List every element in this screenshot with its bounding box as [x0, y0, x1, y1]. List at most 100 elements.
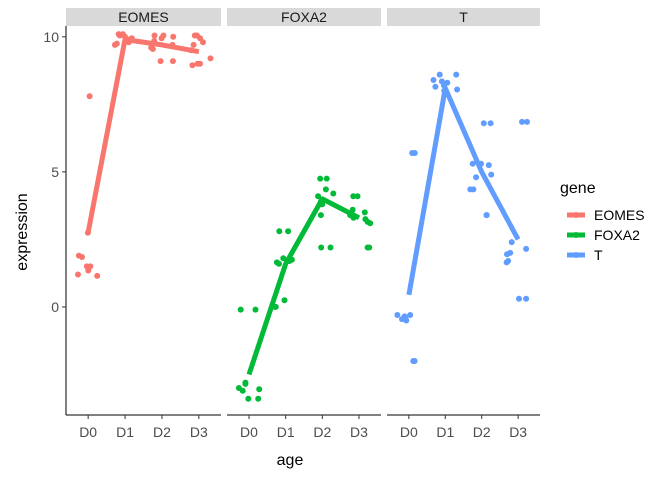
data-point [317, 175, 324, 182]
data-point [454, 86, 461, 93]
data-point [157, 58, 164, 65]
data-point [113, 40, 120, 47]
data-point [280, 255, 287, 262]
x-tick-label: D3 [509, 424, 527, 440]
strip-label: FOXA2 [281, 9, 327, 25]
data-point [281, 297, 288, 304]
data-point [115, 31, 122, 38]
strip-background [387, 8, 540, 26]
panel-foxa2: FOXA2 D0 D1 D2 D3 [227, 8, 381, 440]
x-tick-label: D2 [473, 424, 491, 440]
data-point [256, 386, 263, 393]
data-point [75, 271, 81, 278]
data-point [318, 244, 325, 251]
data-point [524, 118, 530, 125]
facet-panels: EOMES D0 D1 D2 D3 FOXA2 D0 D1 D2 D3 T D0 D1 D2 D3 [65, 8, 540, 440]
data-point [86, 93, 93, 100]
data-point [87, 263, 94, 270]
data-point [394, 312, 401, 318]
data-point [470, 186, 477, 193]
data-point [237, 306, 244, 313]
legend-label-foxa2: FOXA2 [594, 227, 640, 243]
data-point [276, 228, 283, 235]
data-point [403, 317, 410, 324]
data-point [317, 212, 324, 219]
data-point [276, 260, 282, 267]
data-point [242, 380, 249, 387]
data-point [485, 162, 492, 169]
legend-title: gene [560, 180, 596, 197]
data-point [409, 150, 416, 156]
data-point [469, 160, 476, 167]
series-line-foxa2 [246, 196, 361, 376]
x-axis-title: age [277, 452, 304, 469]
data-point [480, 120, 487, 127]
data-point [354, 193, 361, 200]
data-point [367, 220, 374, 227]
series-line-eomes [85, 37, 200, 234]
data-point [364, 244, 371, 251]
data-point [207, 55, 214, 62]
data-point [523, 245, 530, 252]
data-point [94, 272, 101, 279]
data-point [330, 190, 337, 197]
data-point [361, 209, 368, 216]
x-tick-label: D3 [350, 424, 368, 440]
data-point [487, 120, 494, 127]
data-point [516, 295, 522, 302]
data-point [322, 186, 329, 193]
data-point [315, 193, 322, 200]
y-axis-title: expression [14, 193, 31, 270]
series-line-t [406, 85, 521, 296]
panel-eomes: EOMES D0 D1 D2 D3 [65, 8, 221, 440]
data-point [504, 251, 510, 258]
data-point [327, 244, 334, 251]
data-point [285, 228, 292, 235]
panel-t: T D0 D1 D2 D3 [387, 8, 540, 440]
x-tick-label: D0 [240, 424, 258, 440]
strip-background [227, 8, 381, 26]
y-tick-label: 5 [51, 164, 59, 180]
legend: gene EOMES FOXA2 T [560, 180, 645, 263]
data-point [189, 62, 196, 69]
data-point [453, 71, 460, 78]
legend-key-point [573, 232, 579, 238]
legend-key-point [573, 212, 579, 218]
x-tick-label: D3 [190, 424, 208, 440]
y-axis: 0 5 10 [43, 29, 66, 315]
data-point [190, 41, 197, 48]
x-tick-label: D0 [79, 424, 97, 440]
data-point [519, 118, 525, 125]
data-point [149, 46, 156, 52]
data-point [411, 358, 418, 364]
data-point [239, 387, 246, 394]
data-point [255, 395, 262, 402]
data-point [170, 33, 177, 40]
data-point [508, 239, 515, 246]
data-point [323, 175, 330, 182]
data-point [151, 32, 158, 39]
data-point [169, 58, 176, 65]
y-tick-label: 0 [51, 299, 59, 315]
data-point [432, 83, 439, 90]
legend-label-t: T [594, 247, 603, 263]
strip-label: EOMES [118, 9, 169, 25]
data-point [436, 71, 443, 78]
data-point [483, 212, 490, 219]
data-point [407, 312, 414, 318]
x-tick-label: D0 [400, 424, 418, 440]
strip-background [66, 8, 221, 26]
data-point [158, 35, 165, 42]
data-point [197, 60, 203, 67]
data-point [430, 77, 437, 83]
x-tick-label: D2 [153, 424, 171, 440]
x-tick-label: D2 [313, 424, 331, 440]
data-point [473, 174, 480, 181]
x-tick-label: D1 [277, 424, 295, 440]
data-point [200, 39, 206, 46]
data-point [191, 32, 198, 39]
strip-label: T [459, 9, 468, 25]
y-tick-label: 10 [43, 29, 59, 45]
data-point [503, 259, 510, 266]
